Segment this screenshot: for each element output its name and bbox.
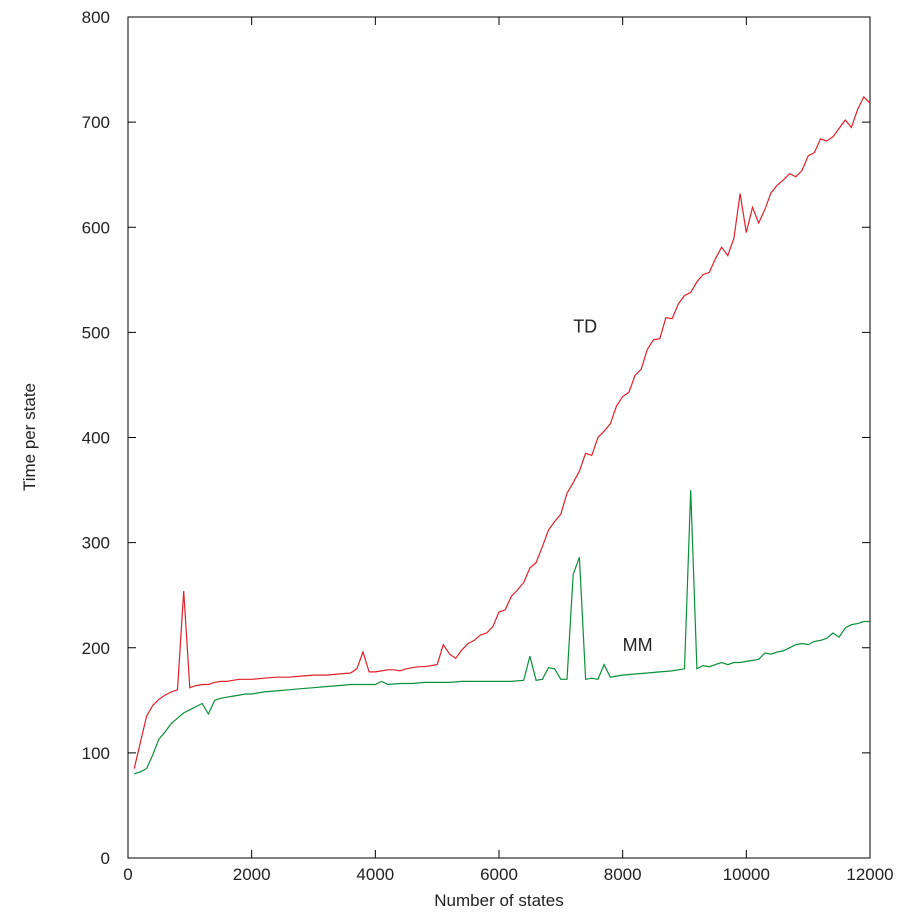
x-tick-label: 10000 (723, 865, 770, 884)
x-tick-label: 0 (123, 865, 132, 884)
y-tick-label: 200 (82, 639, 110, 658)
y-tick-label: 600 (82, 218, 110, 237)
series-line-td (133, 95, 871, 769)
y-axis-ticks: 0 100 200 300 400 500 600 700 800 (82, 8, 870, 868)
plot-frame (127, 16, 871, 859)
y-tick-label: 500 (82, 323, 110, 342)
series-label-mm: MM (623, 635, 653, 655)
x-tick-label: 6000 (480, 865, 518, 884)
x-tick-label: 12000 (846, 865, 893, 884)
series-label-td: TD (573, 316, 597, 336)
y-tick-label: 800 (82, 8, 110, 27)
y-tick-label: 0 (101, 849, 110, 868)
x-tick-label: 8000 (604, 865, 642, 884)
y-tick-label: 300 (82, 534, 110, 553)
y-tick-label: 700 (82, 113, 110, 132)
x-axis-label: Number of states (434, 891, 563, 910)
series-layer: TD MM (133, 95, 871, 775)
x-tick-label: 2000 (233, 865, 271, 884)
y-axis-label: Time per state (20, 383, 39, 491)
series-line-mm (134, 490, 870, 775)
x-tick-label: 4000 (356, 865, 394, 884)
y-tick-label: 400 (82, 429, 110, 448)
x-axis-ticks: 0 2000 4000 6000 8000 10000 12000 (123, 17, 894, 884)
y-tick-label: 100 (82, 744, 110, 763)
